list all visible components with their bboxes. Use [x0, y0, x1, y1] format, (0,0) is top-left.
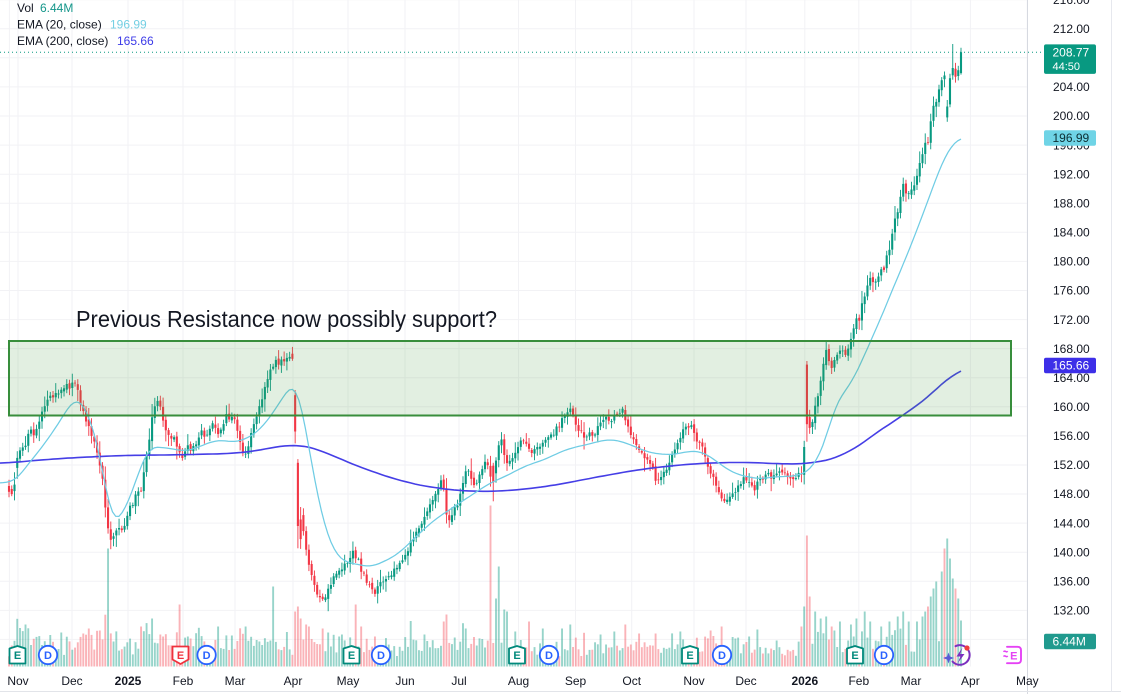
- svg-text:E: E: [14, 650, 21, 662]
- svg-text:172.00: 172.00: [1053, 313, 1090, 327]
- svg-text:E: E: [686, 650, 693, 662]
- svg-text:152.00: 152.00: [1053, 458, 1090, 472]
- svg-text:192.00: 192.00: [1053, 167, 1090, 181]
- svg-text:Vol: Vol: [17, 1, 34, 15]
- svg-text:188.00: 188.00: [1053, 196, 1090, 210]
- svg-text:Oct: Oct: [622, 674, 641, 688]
- svg-text:E: E: [177, 650, 184, 662]
- svg-text:E: E: [513, 650, 520, 662]
- svg-text:196.99: 196.99: [110, 18, 147, 32]
- svg-text:Previous Resistance now possib: Previous Resistance now possibly support…: [76, 306, 497, 332]
- svg-text:D: D: [545, 650, 553, 662]
- svg-text:6.44M: 6.44M: [1053, 635, 1086, 649]
- svg-text:Feb: Feb: [173, 674, 194, 688]
- svg-text:148.00: 148.00: [1053, 487, 1090, 501]
- svg-text:6.44M: 6.44M: [40, 1, 73, 15]
- svg-text:132.00: 132.00: [1053, 604, 1090, 618]
- svg-text:2026: 2026: [791, 674, 818, 688]
- svg-text:216.00: 216.00: [1053, 0, 1090, 7]
- svg-text:Apr: Apr: [961, 674, 980, 688]
- svg-text:Jul: Jul: [451, 674, 466, 688]
- svg-text:D: D: [203, 650, 211, 662]
- svg-text:E: E: [348, 650, 355, 662]
- svg-text:196.99: 196.99: [1053, 131, 1090, 145]
- svg-text:Nov: Nov: [683, 674, 704, 688]
- svg-text:136.00: 136.00: [1053, 575, 1090, 589]
- svg-text:D: D: [44, 650, 52, 662]
- svg-text:D: D: [377, 650, 385, 662]
- svg-text:160.00: 160.00: [1053, 400, 1090, 414]
- svg-text:Apr: Apr: [284, 674, 303, 688]
- svg-text:144.00: 144.00: [1053, 516, 1090, 530]
- svg-text:EMA (20, close): EMA (20, close): [17, 18, 102, 32]
- svg-text:Feb: Feb: [848, 674, 869, 688]
- svg-text:May: May: [337, 674, 360, 688]
- svg-text:Dec: Dec: [735, 674, 756, 688]
- svg-text:Aug: Aug: [508, 674, 529, 688]
- svg-text:156.00: 156.00: [1053, 429, 1090, 443]
- svg-text:164.00: 164.00: [1053, 371, 1090, 385]
- svg-text:D: D: [880, 650, 888, 662]
- svg-text:200.00: 200.00: [1053, 109, 1090, 123]
- svg-text:208.77: 208.77: [1053, 45, 1090, 59]
- svg-text:165.66: 165.66: [117, 34, 154, 48]
- svg-text:176.00: 176.00: [1053, 284, 1090, 298]
- svg-text:Mar: Mar: [901, 674, 922, 688]
- svg-text:Mar: Mar: [225, 674, 246, 688]
- svg-text:Sep: Sep: [565, 674, 587, 688]
- svg-text:Jun: Jun: [395, 674, 414, 688]
- svg-text:44:50: 44:50: [1053, 61, 1081, 73]
- svg-text:140.00: 140.00: [1053, 545, 1090, 559]
- svg-text:2025: 2025: [115, 674, 142, 688]
- svg-text:180.00: 180.00: [1053, 255, 1090, 269]
- svg-text:204.00: 204.00: [1053, 80, 1090, 94]
- svg-text:165.66: 165.66: [1053, 359, 1090, 373]
- svg-text:May: May: [1016, 674, 1039, 688]
- svg-text:D: D: [718, 650, 726, 662]
- svg-text:EMA (200, close): EMA (200, close): [17, 34, 108, 48]
- svg-text:184.00: 184.00: [1053, 226, 1090, 240]
- svg-text:Dec: Dec: [61, 674, 82, 688]
- svg-text:Nov: Nov: [7, 674, 28, 688]
- svg-text:E: E: [851, 650, 858, 662]
- svg-text:E: E: [1010, 650, 1017, 662]
- svg-text:212.00: 212.00: [1053, 22, 1090, 36]
- svg-text:168.00: 168.00: [1053, 342, 1090, 356]
